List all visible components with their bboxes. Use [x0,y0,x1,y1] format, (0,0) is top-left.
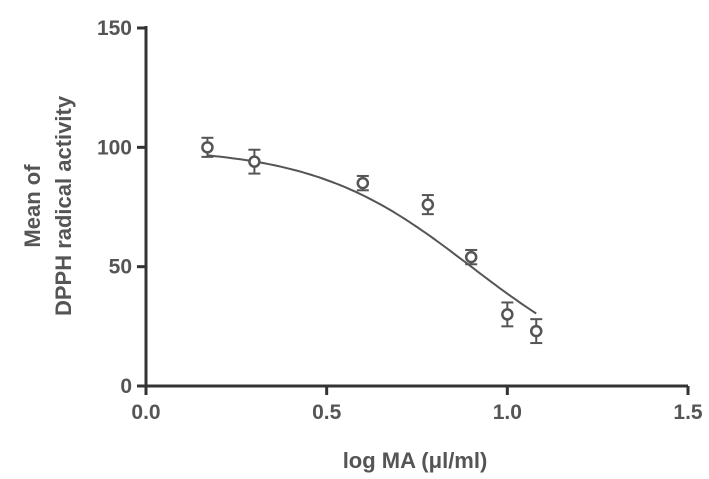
data-point [201,136,214,158]
x-tick-label: 0.5 [312,401,342,424]
data-point [356,174,370,192]
point-marker [356,176,370,190]
data-point [501,301,514,328]
data-point [464,248,478,266]
y-tick-label: 100 [97,136,132,159]
x-tick-label: 1.0 [493,401,522,424]
point-marker [248,155,261,168]
point-marker [421,198,435,211]
data-points [201,136,543,345]
point-marker [529,324,543,338]
y-tick-label: 0 [120,375,132,398]
point-marker [201,141,214,154]
x-tick-label: 0.0 [131,401,160,424]
point-marker [501,308,514,321]
y-tick-label: 150 [97,17,132,40]
x-axis-title: log MA (μl/ml) [343,448,488,473]
y-axis-title: Mean of DPPH radical activity [20,95,76,316]
x-tick-label: 1.5 [673,401,703,424]
point-marker [464,250,478,264]
y-axis-title-line1: Mean of [20,164,45,248]
x-axis: 0.0 0.5 1.0 1.5 [131,384,703,424]
y-axis-title-line2: DPPH radical activity [51,95,76,316]
data-point [529,318,543,345]
data-point [248,148,261,175]
data-point [421,194,435,216]
y-tick-label: 50 [109,256,132,279]
fit-curve [207,154,537,315]
y-axis: 0 50 100 150 [97,17,148,398]
